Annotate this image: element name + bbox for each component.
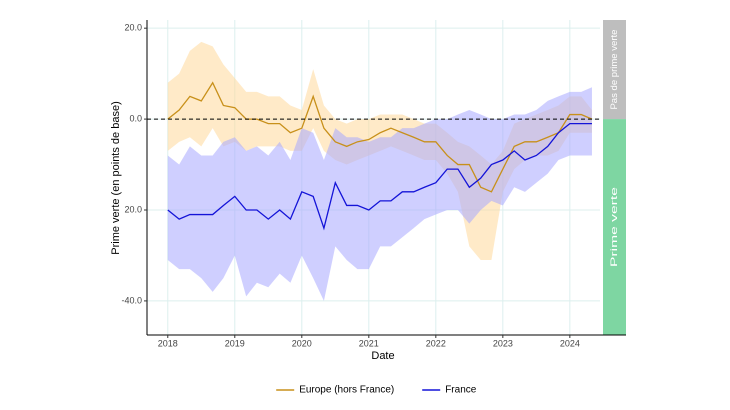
confidence-band: [167, 87, 592, 301]
y-tick-label: 20.0: [124, 23, 142, 33]
x-tick-label: 2024: [560, 338, 580, 348]
region-band: [603, 119, 626, 335]
y-tick-label: -40.0: [121, 295, 142, 305]
series-line: [167, 81, 593, 193]
region-label: Prime verte: [609, 187, 619, 267]
x-tick-label: 2022: [426, 338, 446, 348]
x-tick-label: 2021: [359, 338, 379, 348]
y-tick-label: 20.0: [124, 204, 142, 214]
x-tick-label: 2019: [225, 338, 245, 348]
region-label: Pas de prime verte: [609, 30, 619, 110]
series-line: [167, 122, 592, 231]
region-band: [603, 20, 626, 120]
y-tick-label: 0.0: [129, 113, 142, 123]
x-tick-label: 2023: [493, 338, 513, 348]
legend-label: France: [445, 385, 477, 396]
x-tick-label: 2018: [158, 338, 178, 348]
legend-label: Europe (hors France): [299, 385, 394, 396]
x-axis-label: Date: [371, 350, 394, 362]
y-axis-label: Prime verte (en points de base): [110, 101, 122, 254]
x-tick-label: 2020: [292, 338, 312, 348]
